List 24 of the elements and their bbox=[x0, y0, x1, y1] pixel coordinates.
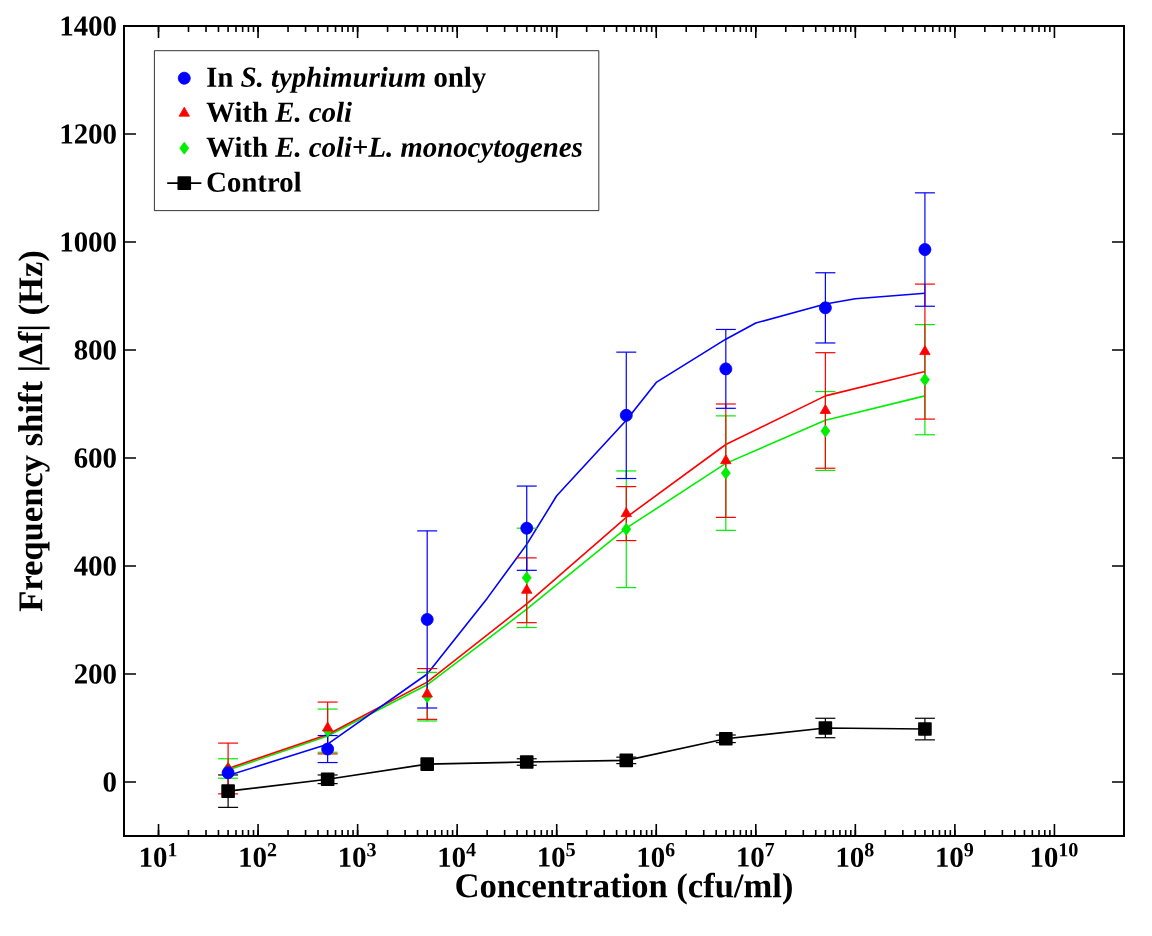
x-tick-label: 10$^{7}$ bbox=[738, 843, 775, 867]
y-tick-label: 400 bbox=[74, 556, 116, 576]
y-tick-label: 600 bbox=[74, 448, 116, 468]
y-tick-label: 1200 bbox=[61, 124, 116, 144]
y-tick-label: 800 bbox=[74, 340, 116, 360]
x-tick-label: 10$^{6}$ bbox=[638, 843, 675, 868]
y-tick-label: 1000 bbox=[61, 232, 116, 252]
y-tick-label: 1400 bbox=[61, 16, 116, 36]
x-tick-label: 10$^{8}$ bbox=[837, 843, 874, 868]
legend-label: In S. typhimurium only bbox=[207, 66, 486, 93]
legend-label: With E. coli bbox=[206, 101, 352, 123]
x-tick-label: 10$^{4}$ bbox=[439, 843, 476, 867]
x-axis-title: Concentration (cfu/ml) bbox=[456, 872, 792, 905]
y-axis-title: Frequency shift |Δf| (Hz) bbox=[17, 251, 50, 612]
legend-label: Control bbox=[207, 171, 302, 192]
x-tick-label: 10$^{5}$ bbox=[539, 843, 575, 867]
x-tick-label: 10$^{3}$ bbox=[340, 843, 376, 868]
legend-label: With E. coli+L. monocytogenes bbox=[206, 136, 582, 163]
x-tick-label: 10$^{2}$ bbox=[240, 843, 277, 868]
y-tick-label: 200 bbox=[74, 664, 116, 684]
x-tick-label: 10$^{1}$ bbox=[140, 843, 177, 867]
y-tick-label: 0 bbox=[103, 772, 116, 792]
x-tick-label: 10$^{10}$ bbox=[1031, 843, 1078, 868]
x-tick-label: 10$^{9}$ bbox=[937, 843, 974, 868]
